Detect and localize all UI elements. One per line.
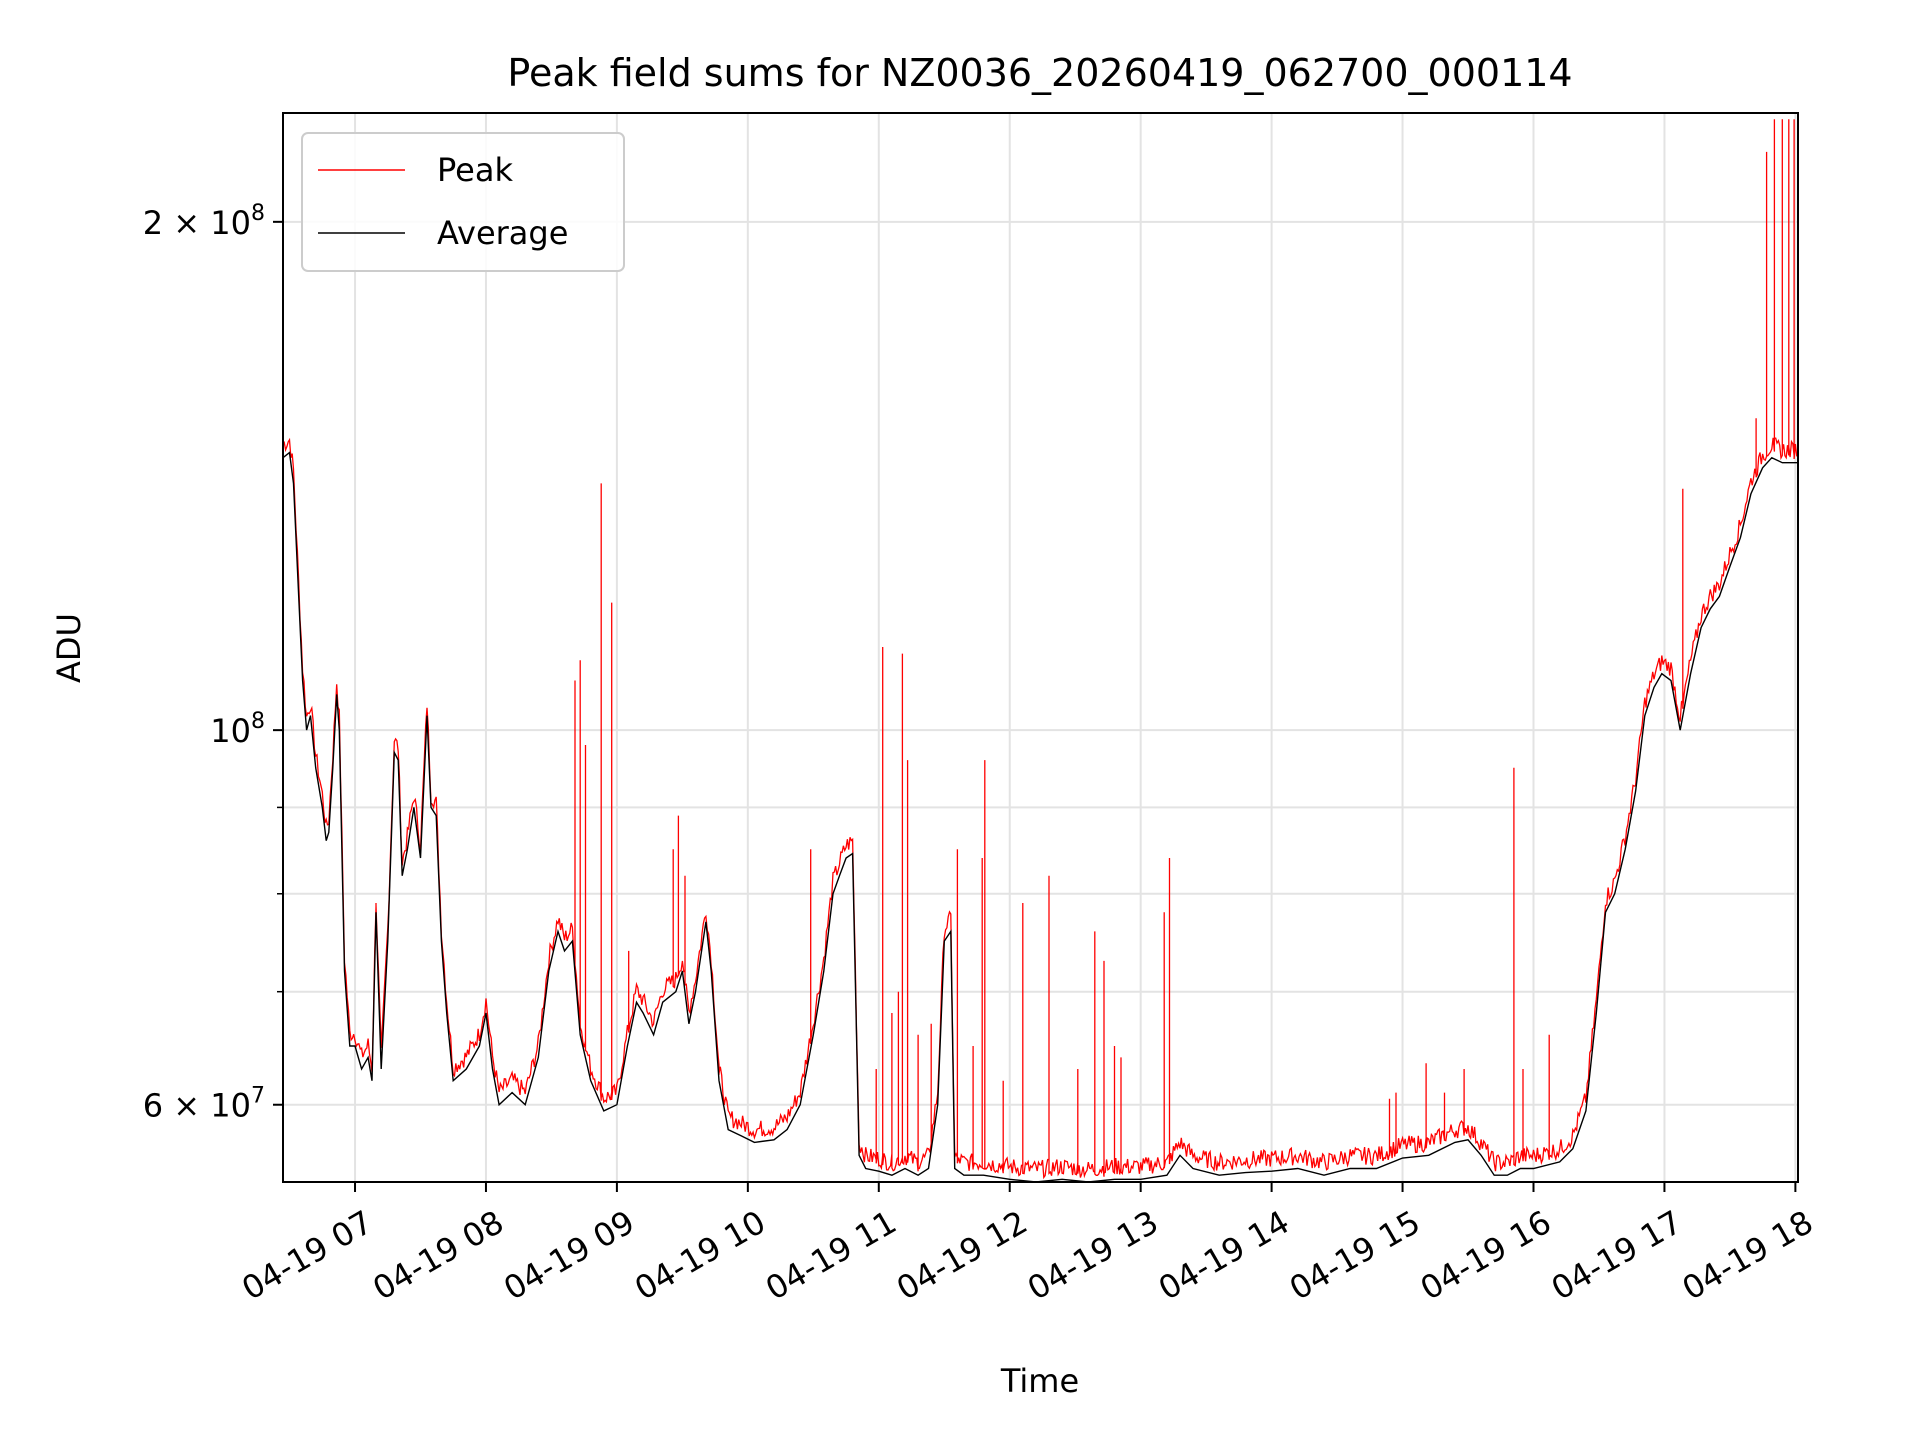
plot-lines <box>282 119 1799 1183</box>
y-tick-label: 108 <box>210 709 265 750</box>
series-peak-line <box>282 119 1799 1180</box>
y-tick-label-base: 10 <box>210 712 251 750</box>
legend-box <box>301 132 625 272</box>
grid <box>283 113 1798 1182</box>
y-tick-label-exponent: 8 <box>251 201 265 226</box>
x-axis-label: Time <box>1000 1362 1079 1400</box>
axes-frame <box>282 112 1799 1183</box>
y-tick-label-exponent: 8 <box>251 709 265 734</box>
y-tick-label-exponent: 7 <box>251 1084 265 1109</box>
legend-label-average: Average <box>437 214 568 252</box>
legend: Peak Average <box>301 132 625 272</box>
legend-label-peak: Peak <box>437 151 513 189</box>
y-tick-label: 2 × 108 <box>143 201 265 242</box>
y-tick-label-base: 6 × 10 <box>143 1087 251 1125</box>
y-axis-label: ADU <box>50 613 88 683</box>
series-average-line <box>282 451 1798 1183</box>
chart-title: Peak field sums for NZ0036_20260419_0627… <box>507 51 1572 95</box>
y-tick-label: 6 × 107 <box>143 1084 265 1125</box>
y-tick-label-base: 2 × 10 <box>143 204 251 242</box>
